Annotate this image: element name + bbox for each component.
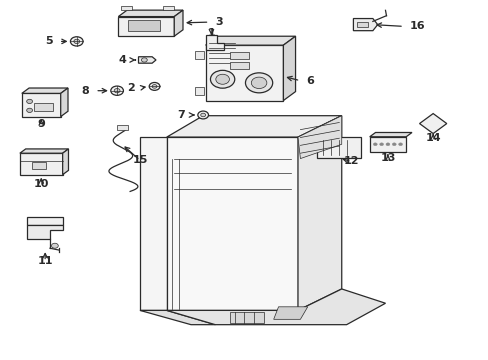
Circle shape <box>210 70 234 88</box>
Polygon shape <box>205 35 223 50</box>
Text: 14: 14 <box>425 133 440 143</box>
Polygon shape <box>22 93 61 117</box>
Polygon shape <box>353 18 377 31</box>
Bar <box>229 63 249 69</box>
Polygon shape <box>140 310 215 325</box>
Polygon shape <box>27 217 63 225</box>
Polygon shape <box>166 137 297 310</box>
Polygon shape <box>317 138 361 158</box>
Polygon shape <box>118 10 183 17</box>
Circle shape <box>141 58 147 62</box>
Bar <box>31 162 46 169</box>
Polygon shape <box>138 57 156 63</box>
Circle shape <box>114 89 120 93</box>
Bar <box>356 22 367 27</box>
Circle shape <box>391 143 395 146</box>
Text: 15: 15 <box>132 156 147 165</box>
Text: 8: 8 <box>81 86 89 96</box>
Text: 4: 4 <box>119 55 126 65</box>
Text: 12: 12 <box>343 157 359 166</box>
Circle shape <box>215 74 229 84</box>
Text: 5: 5 <box>45 36 53 46</box>
Circle shape <box>70 37 83 46</box>
Bar <box>121 6 132 10</box>
Polygon shape <box>297 116 341 158</box>
Text: 6: 6 <box>305 76 313 86</box>
Circle shape <box>379 143 383 146</box>
Polygon shape <box>166 116 341 137</box>
Text: 13: 13 <box>380 153 395 163</box>
Polygon shape <box>62 149 68 175</box>
Text: 16: 16 <box>409 21 425 31</box>
Bar <box>34 103 53 111</box>
Polygon shape <box>22 88 68 93</box>
Polygon shape <box>61 88 68 117</box>
Circle shape <box>27 99 32 104</box>
Text: 10: 10 <box>34 179 49 189</box>
Bar <box>195 87 203 95</box>
Circle shape <box>398 143 402 146</box>
Text: 7: 7 <box>177 110 185 120</box>
Polygon shape <box>419 113 446 134</box>
Circle shape <box>149 82 160 90</box>
Bar <box>195 51 203 59</box>
Circle shape <box>111 86 123 95</box>
Circle shape <box>74 39 80 44</box>
Polygon shape <box>140 137 166 310</box>
Bar <box>128 20 159 31</box>
Text: 1: 1 <box>207 28 215 38</box>
Polygon shape <box>283 36 295 100</box>
Text: 11: 11 <box>37 256 53 266</box>
Polygon shape <box>205 36 295 45</box>
Polygon shape <box>273 307 307 319</box>
Polygon shape <box>166 289 385 325</box>
Circle shape <box>372 143 376 146</box>
Circle shape <box>201 113 205 117</box>
Polygon shape <box>117 125 127 130</box>
Circle shape <box>245 73 272 93</box>
Circle shape <box>251 77 266 89</box>
Circle shape <box>51 243 58 248</box>
Polygon shape <box>369 137 406 152</box>
Polygon shape <box>205 45 283 100</box>
Bar <box>229 53 249 59</box>
Bar <box>163 6 173 10</box>
Polygon shape <box>174 10 183 36</box>
Text: 2: 2 <box>126 83 134 93</box>
Polygon shape <box>297 116 341 310</box>
Text: 3: 3 <box>215 17 223 27</box>
Polygon shape <box>27 225 63 239</box>
Polygon shape <box>229 312 264 323</box>
Circle shape <box>27 108 32 112</box>
Text: 9: 9 <box>37 118 45 129</box>
Circle shape <box>152 85 157 88</box>
Polygon shape <box>118 17 174 36</box>
Circle shape <box>385 143 389 146</box>
Polygon shape <box>20 153 62 175</box>
Polygon shape <box>20 149 68 153</box>
Polygon shape <box>369 132 411 137</box>
Circle shape <box>198 111 208 119</box>
